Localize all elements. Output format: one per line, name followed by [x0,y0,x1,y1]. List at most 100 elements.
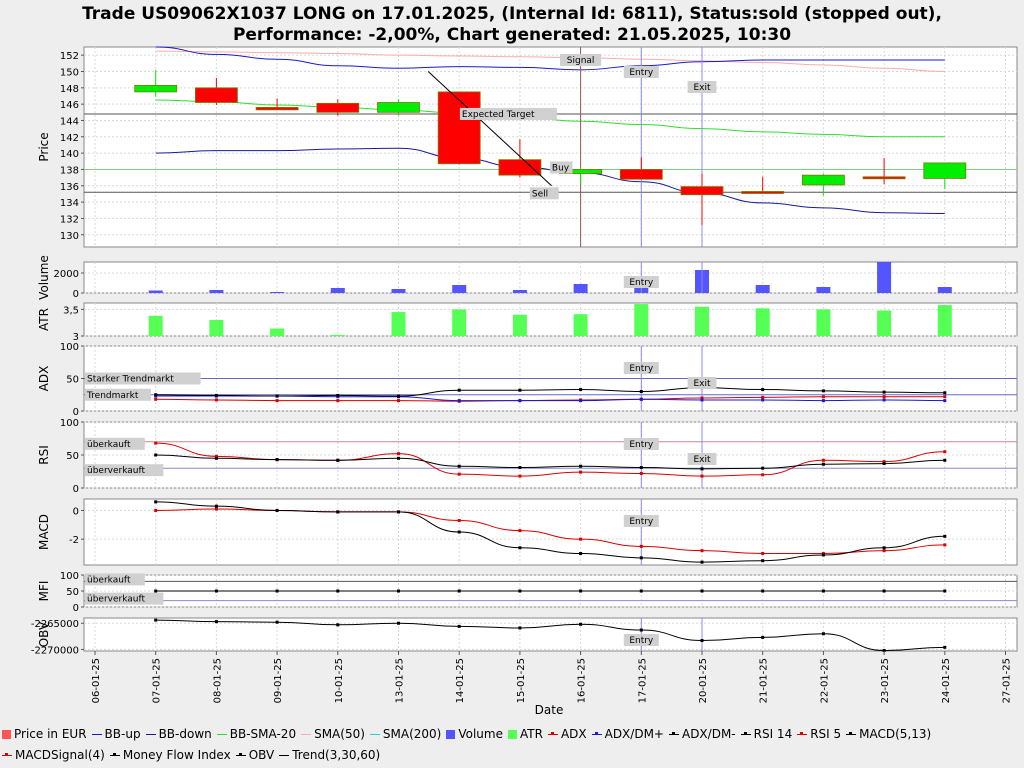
atr-bar [816,309,831,336]
macd-signal-line-point [943,543,947,547]
chart-title-line-1: Trade US09062X1037 LONG on 17.01.2025, (… [82,4,942,24]
legend-line-swatch [2,753,12,756]
rsi5-line-point [214,454,218,458]
rsi-axis-label: RSI [37,445,51,465]
adx-dm-plus-line-point [761,398,765,402]
x-tick-label: 06-01-25 [91,658,102,703]
atr-bar [330,334,345,336]
legend-item: Volume [446,724,503,745]
x-tick-label: 21-01-25 [759,658,770,703]
macd-signal-line-point [154,508,158,512]
rsi-level-label-bg [85,437,145,450]
obv-line-point [761,635,765,639]
obv-line-point [275,620,279,624]
mfi-line-point [579,589,583,593]
marker-label-exit-bg [687,81,717,93]
x-tick-label: 13-01-25 [395,658,406,703]
legend-item: OBV [235,745,274,766]
legend-item: MACD(5,13) [846,724,931,745]
macd-line-point [700,560,704,564]
sma50-line [155,50,945,72]
adx-ytick-label: 50 [66,375,79,386]
rsi5-line-point [943,450,947,454]
atr-ytick-label: 3 [73,332,79,343]
atr-bar [270,328,285,336]
adx-dm-minus-line-point [943,395,947,399]
macd-line-point [639,556,643,560]
legend-label: SMA(50) [314,727,365,741]
obv-line-point [700,639,704,643]
macd-line-point [457,530,461,534]
adx-exit-label: Exit [693,379,711,389]
x-tick-label: 17-01-25 [637,658,648,703]
volume-bar [452,285,467,293]
legend-item: ATR [507,724,543,745]
legend-item: ADX [547,724,587,745]
hline-label-sell-bg [529,187,559,200]
rsi5-line-point [518,474,522,478]
adx-dm-plus-line-point [882,398,886,402]
candle-body [498,159,542,176]
mfi-line-point [882,589,886,593]
mfi-line-point [518,589,522,593]
atr-bar [755,308,770,336]
obv-line-point [397,621,400,625]
atr-plot-area [83,302,1018,337]
legend-label: BB-down [158,727,212,741]
obv-line-point [336,623,340,627]
rsi5-line-point [457,472,461,476]
macd-signal-line-point [579,537,583,541]
macd-line-point [214,504,218,508]
price-ytick-label: 150 [60,67,79,78]
mfi-line-point [761,589,765,593]
volume-bar [330,288,345,293]
obv-entry-label: Entry [629,636,654,646]
obv-line-point [821,632,825,636]
rsi5-line-point [882,460,886,464]
legend-item: MACDSignal(4) [2,745,105,766]
legend-item: Trend(3,30,60) [279,745,380,766]
macd-line-point [518,546,522,550]
candle-body [741,191,785,194]
mfi-line-point [336,589,340,593]
legend-label: ADX/DM- [681,727,736,741]
rsi5-line-point [821,458,825,462]
obv-line-point [639,628,643,632]
adx-dm-minus-line-point [397,399,400,403]
mfi-line-point [275,589,279,593]
atr-bar [452,309,467,336]
x-tick-label: 23-01-25 [880,658,891,703]
rsi-exit-label: Exit [693,455,711,465]
price-ytick-label: 142 [60,133,79,144]
legend-line-swatch [591,732,602,735]
legend-item: SMA(200) [369,724,441,745]
rsi14-line-point [397,456,400,460]
obv-ytick-label: -2270000 [31,645,79,656]
legend-label: ADX/DM+ [604,727,664,741]
adx-line-point [882,390,886,394]
legend-line-swatch [91,734,102,735]
candle-body [923,162,967,179]
legend-item: RSI 14 [740,724,792,745]
macd-line-point [397,510,400,514]
macd-ytick-label: 0 [73,506,79,517]
macd-entry-label-bg [623,515,659,527]
legend-line-swatch [369,734,380,735]
x-tick-label: 09-01-25 [273,658,284,703]
price-ytick-label: 148 [60,84,79,95]
macd-line-point [821,553,825,557]
legend-line-swatch [216,734,227,735]
legend-line-swatch [547,732,558,735]
volume-bar [573,284,588,293]
price-ytick-label: 136 [60,182,79,193]
macd-signal-line-point [518,529,522,533]
rsi5-line-point [154,441,158,445]
mfi-line-point [943,589,947,593]
candle-body [134,84,178,93]
price-ytick-label: 138 [60,165,79,176]
adx-ytick-label: 0 [73,407,79,418]
legend-label: Money Flow Index [122,748,231,762]
marker-label-signal: Signal [567,56,595,66]
x-tick-label: 27-01-25 [1002,658,1013,703]
macd-ytick-label: -2 [69,535,79,546]
